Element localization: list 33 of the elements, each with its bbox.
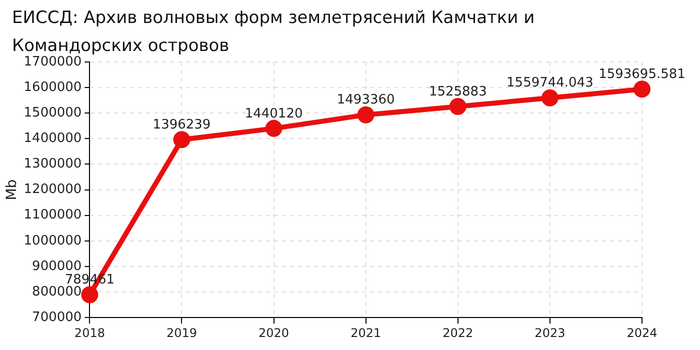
y-tick-label: 1300000 [24, 156, 82, 172]
point [357, 106, 374, 124]
y-tick-label: 1200000 [24, 182, 82, 198]
x-tick-label: 2023 [534, 326, 566, 340]
x-tick-label: 2024 [626, 326, 658, 340]
data-label: 1493360 [336, 92, 395, 108]
y-axis-title: Mb [4, 179, 20, 200]
y-tick-label: 1700000 [24, 54, 82, 70]
y-tick-label: 900000 [32, 258, 82, 274]
x-tick-label: 2022 [442, 326, 474, 340]
point [449, 98, 466, 116]
data-label: 1396239 [152, 118, 211, 133]
y-tick-label: 700000 [32, 310, 82, 325]
data-label: 1525883 [428, 84, 487, 100]
point [541, 89, 558, 106]
data-label: 1440120 [244, 106, 303, 122]
y-tick-label: 1000000 [24, 233, 82, 248]
data-label: 1559744.043 [506, 76, 594, 91]
y-tick-label: 1400000 [24, 131, 82, 146]
y-tick-label: 800000 [32, 284, 82, 300]
point [634, 80, 650, 98]
x-tick-label: 2018 [74, 326, 105, 340]
y-tick-label: 1500000 [24, 105, 82, 120]
data-label: 1593695.581 [598, 67, 686, 82]
point [173, 131, 190, 148]
point [265, 120, 282, 137]
x-tick-label: 2019 [166, 326, 198, 340]
x-tick-label: 2021 [350, 326, 382, 340]
y-tick-label: 1600000 [24, 80, 82, 95]
x-tick-label: 2020 [258, 326, 290, 340]
point [81, 286, 98, 304]
y-tick-label: 1100000 [24, 208, 82, 223]
chart-title: ЕИССД: Архив волновых форм землетрясений Камчатки и Командорских островов [12, 7, 536, 56]
